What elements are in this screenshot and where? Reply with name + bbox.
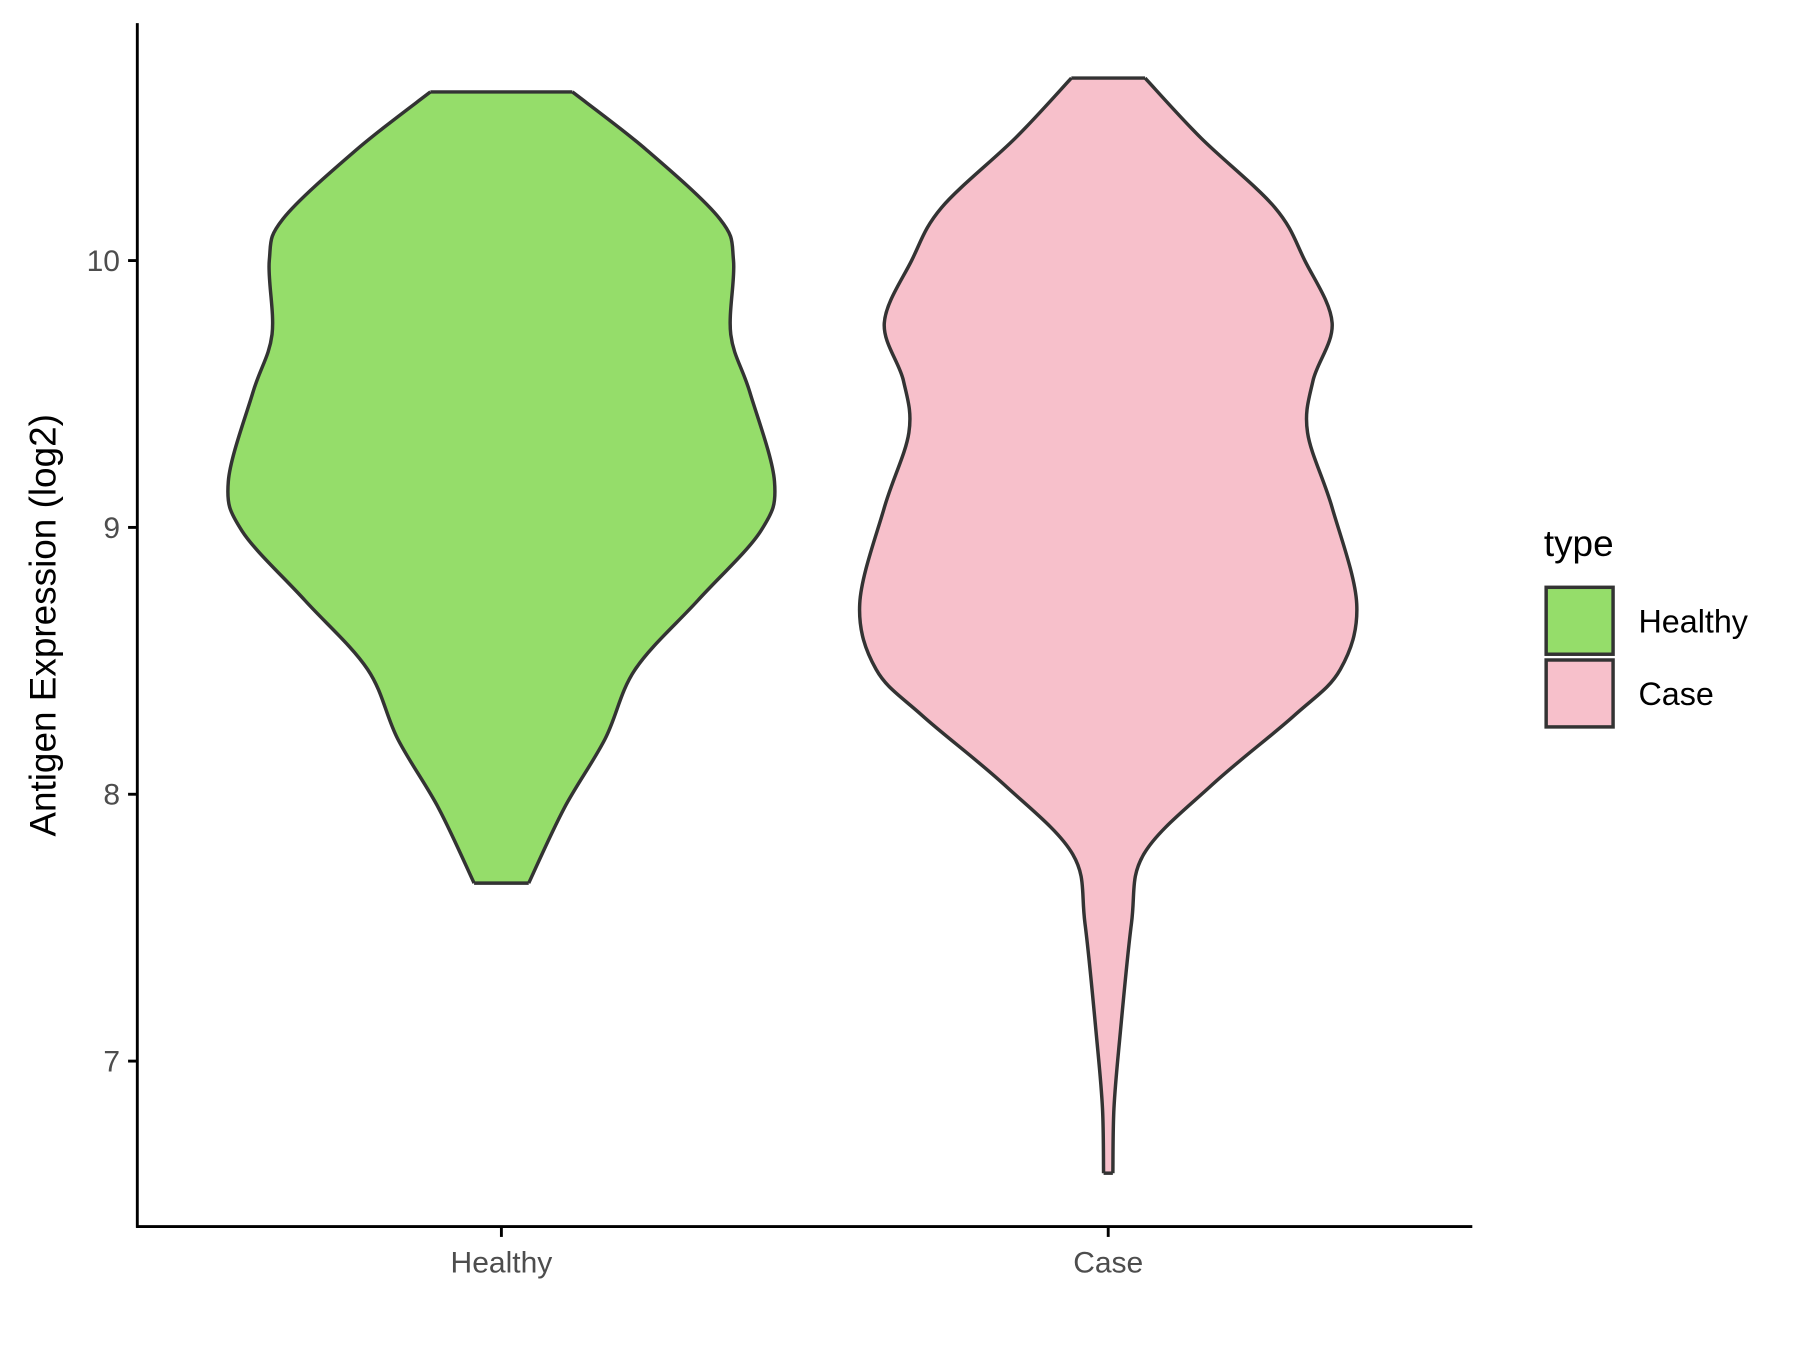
violin-body bbox=[859, 78, 1357, 1174]
x-tick-label: Healthy bbox=[451, 1247, 553, 1280]
violin-outline-left bbox=[857, 76, 1106, 1174]
violin-outline-right bbox=[1111, 76, 1359, 1174]
violin-body bbox=[227, 91, 775, 884]
y-axis-title: Antigen Expression (log2) bbox=[22, 414, 63, 837]
y-tick-label: 10 bbox=[87, 245, 120, 278]
y-tick-label: 7 bbox=[103, 1045, 120, 1078]
plot-area bbox=[226, 76, 1359, 1175]
violin-outline-right bbox=[527, 90, 777, 884]
legend-label: Healthy bbox=[1638, 603, 1748, 639]
legend-key bbox=[1544, 658, 1615, 729]
x-tick-label: Case bbox=[1073, 1247, 1143, 1280]
y-tick-label: 9 bbox=[103, 512, 120, 545]
legend-key bbox=[1544, 585, 1615, 656]
legend-title: type bbox=[1544, 523, 1614, 564]
y-tick-label: 8 bbox=[103, 779, 120, 812]
violin-outline-left bbox=[226, 90, 476, 884]
legend-label: Case bbox=[1638, 676, 1713, 712]
